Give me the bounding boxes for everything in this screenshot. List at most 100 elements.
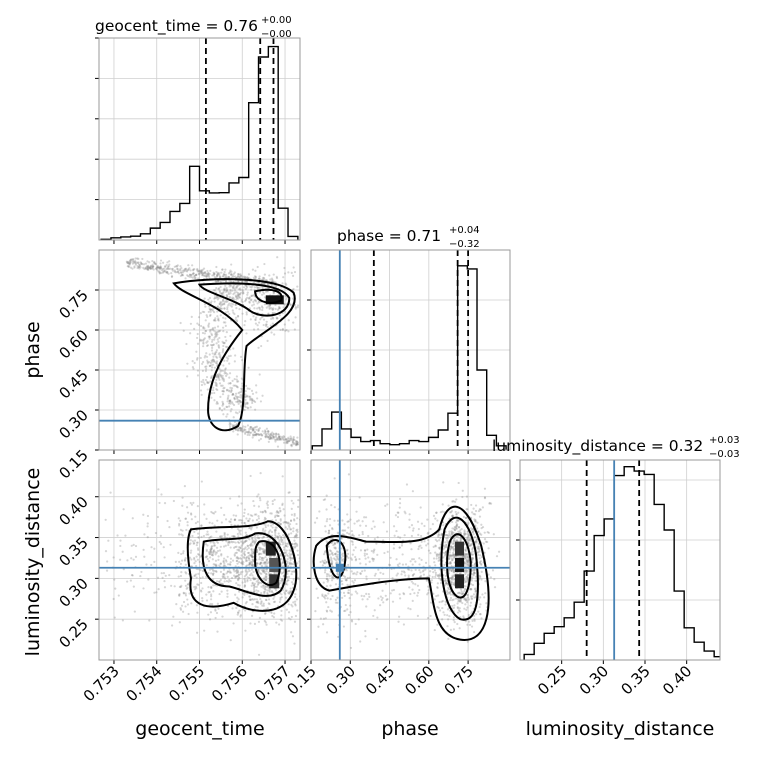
y-tick-label: 0.30 [55, 574, 91, 610]
sample-point [263, 588, 266, 591]
sample-point [288, 562, 292, 565]
sample-point [220, 384, 223, 387]
sample-point [234, 518, 237, 521]
sample-point [247, 366, 250, 369]
sample-point [236, 275, 239, 279]
sample-point [149, 267, 152, 270]
sample-point [408, 526, 411, 529]
sample-point [334, 598, 337, 601]
sample-point [193, 267, 196, 271]
sample-point [287, 603, 290, 606]
sample-point [264, 510, 267, 513]
sample-point [179, 562, 183, 565]
sample-point [326, 518, 329, 521]
sample-point [183, 269, 186, 272]
sample-point [472, 573, 475, 576]
sample-point [426, 532, 429, 535]
sample-point [148, 619, 151, 622]
sample-point [364, 629, 367, 633]
sample-point [136, 262, 140, 265]
sample-point [224, 276, 227, 279]
sample-point [195, 273, 198, 277]
sample-point [267, 598, 271, 601]
histogram-step-line [523, 465, 720, 660]
sample-point [266, 339, 269, 342]
sample-point [294, 307, 297, 310]
sample-point [220, 590, 223, 593]
sample-point [159, 265, 162, 268]
sample-point [269, 436, 272, 439]
sample-point [228, 279, 231, 282]
sample-point [301, 532, 303, 534]
sample-point [179, 574, 183, 578]
sample-point [343, 594, 346, 597]
sample-point [445, 582, 448, 585]
sample-point [272, 616, 276, 619]
sample-point [229, 422, 232, 426]
sample-point [444, 545, 447, 548]
sample-point [477, 610, 480, 613]
sample-point [178, 594, 181, 597]
sample-point [188, 267, 191, 270]
sample-point [246, 401, 249, 405]
sample-point [286, 576, 289, 579]
sample-point [483, 496, 487, 499]
sample-point [300, 561, 302, 563]
sample-point [235, 559, 238, 563]
sample-point [242, 429, 245, 432]
sample-point [223, 573, 226, 576]
sample-point [426, 616, 430, 620]
sample-point [168, 526, 171, 529]
sample-point [327, 592, 330, 595]
sample-point [257, 620, 261, 623]
sample-point [396, 563, 399, 566]
sample-point [258, 558, 261, 561]
sample-point [208, 305, 211, 308]
sample-point [136, 266, 139, 270]
sample-point [402, 623, 406, 626]
sample-point [218, 564, 221, 567]
sample-point [295, 440, 299, 443]
sample-point [325, 561, 328, 564]
sample-point [278, 435, 281, 438]
sample-point [265, 585, 268, 588]
sample-point [238, 287, 242, 290]
sample-point [295, 440, 298, 443]
sample-point [334, 601, 338, 604]
sample-point [481, 506, 484, 509]
sample-point [228, 563, 231, 566]
sample-point [468, 564, 471, 567]
sample-point [225, 275, 228, 278]
sample-point [193, 361, 196, 365]
sample-point [280, 577, 284, 580]
sample-point [294, 316, 297, 319]
sample-point [214, 553, 217, 556]
sample-point [289, 437, 293, 440]
sample-point [158, 266, 161, 269]
sample-point [270, 530, 274, 534]
sample-point [347, 473, 351, 476]
sample-point [438, 577, 441, 580]
sample-point [291, 557, 294, 560]
sample-point [367, 556, 370, 559]
sample-point [303, 594, 305, 596]
sample-point [213, 524, 216, 527]
sample-point [318, 571, 320, 573]
sample-point [231, 424, 234, 427]
sample-point [193, 585, 196, 589]
sample-point [128, 260, 131, 263]
sample-point [283, 302, 286, 305]
sample-point [222, 364, 225, 367]
sample-point [212, 329, 215, 332]
sample-point [450, 530, 453, 533]
sample-point [326, 610, 329, 613]
sample-point [365, 553, 369, 556]
sample-point [257, 653, 261, 656]
sample-point [156, 266, 159, 269]
sample-point [296, 530, 299, 533]
sample-point [216, 295, 219, 298]
sample-point [451, 520, 454, 524]
sample-point [216, 519, 219, 522]
sample-point [212, 549, 216, 552]
sample-point [466, 596, 470, 599]
